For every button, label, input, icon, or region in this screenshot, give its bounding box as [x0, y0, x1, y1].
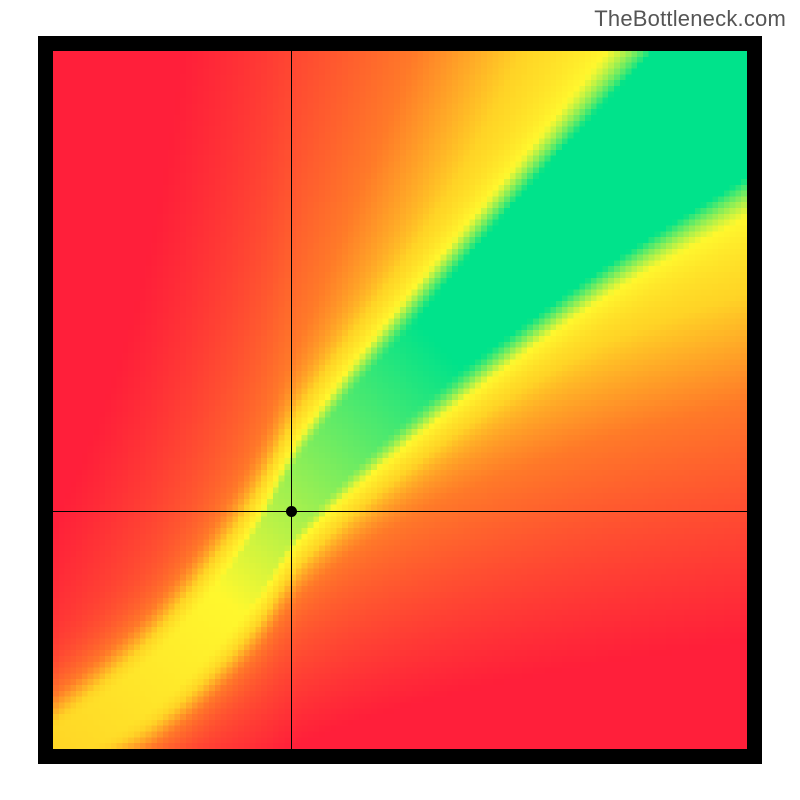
heatmap-canvas — [53, 51, 747, 749]
figure-root: TheBottleneck.com — [0, 0, 800, 800]
watermark-text: TheBottleneck.com — [594, 6, 786, 32]
crosshair-horizontal — [53, 511, 747, 512]
plot-frame — [38, 36, 762, 764]
crosshair-vertical — [291, 51, 292, 749]
